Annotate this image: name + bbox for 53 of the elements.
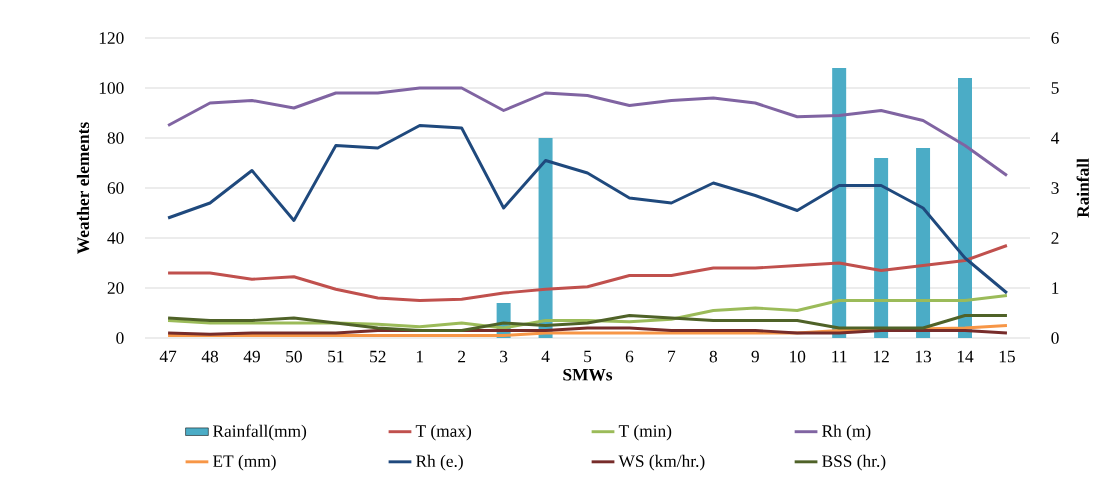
x-tick-label: 50 [286,350,302,363]
x-tick-label: 4 [541,350,550,363]
x-tick-label: 3 [500,350,508,363]
x-tick-label: 12 [873,350,889,363]
x-axis-title: SMWs [563,368,613,381]
x-tick-label: 7 [668,350,676,363]
x-tick-label: 9 [751,350,759,363]
x-tick-label: 1 [416,350,424,363]
legend-label: WS (km/hr.) [618,454,705,471]
x-tick-label: 13 [915,350,932,363]
x-tick-label: 49 [243,350,260,363]
bar [832,68,847,338]
x-tick-label: 52 [370,350,386,363]
x-tick-label: 8 [709,350,718,363]
y2-tick-label: 0 [1051,332,1059,344]
y-tick-label: 80 [107,132,124,144]
legend-label: BSS (hr.) [822,454,886,471]
y-tick-label: 120 [99,32,124,44]
y2-axis-title: Rainfall [1076,158,1089,218]
y2-tick-label: 1 [1052,282,1059,294]
x-tick-label: 47 [159,350,177,363]
x-tick-label: 2 [458,350,466,363]
line-series [166,244,1009,302]
legend-label: Rainfall(mm) [212,424,307,441]
y-tick-label: 40 [107,232,124,244]
legend-label: T (min) [618,424,672,441]
y-tick-label: 100 [99,82,124,94]
line-series [166,86,1009,177]
x-tick-label: 48 [201,350,219,363]
x-tick-label: 11 [832,350,847,363]
line-series [166,124,1009,295]
y2-tick-label: 6 [1051,32,1059,44]
x-tick-label: 51 [328,350,344,363]
x-tick-label: 10 [790,350,806,363]
y2-tick-label: 2 [1051,232,1059,244]
y2-tick-label: 4 [1051,132,1060,144]
x-tick-label: 6 [625,350,634,363]
x-tick-label: 5 [584,350,592,363]
y-tick-label: 0 [116,332,124,344]
x-tick-label: 15 [999,350,1015,363]
y-axis-title: Weather elements [76,122,90,254]
x-tick-label: 14 [957,350,974,363]
y-tick-label: 60 [107,182,124,194]
legend-label: T (max) [415,424,472,441]
legend-label: Rh (e.) [416,454,463,471]
y-tick-label: 20 [107,282,124,294]
y2-tick-label: 5 [1051,82,1059,94]
bar [874,158,889,338]
y2-tick-label: 3 [1051,182,1059,194]
legend-label: Rh (m) [822,424,871,441]
bar [916,148,931,338]
legend-label: ET (mm) [212,454,276,471]
bar [958,77,972,338]
